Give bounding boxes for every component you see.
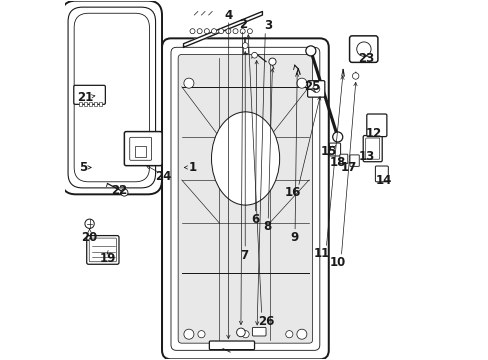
- Circle shape: [352, 73, 358, 79]
- FancyBboxPatch shape: [375, 166, 387, 182]
- FancyBboxPatch shape: [307, 81, 324, 97]
- Circle shape: [190, 29, 195, 34]
- FancyBboxPatch shape: [74, 85, 105, 104]
- Text: 15: 15: [320, 145, 336, 158]
- Text: 8: 8: [263, 220, 271, 233]
- Bar: [94, 102, 97, 107]
- Text: 12: 12: [365, 127, 381, 140]
- Circle shape: [236, 328, 244, 337]
- Text: 5: 5: [79, 161, 87, 174]
- Circle shape: [312, 85, 319, 93]
- Text: 24: 24: [155, 170, 172, 183]
- Circle shape: [242, 42, 247, 48]
- Ellipse shape: [211, 112, 279, 205]
- FancyBboxPatch shape: [178, 54, 312, 343]
- Text: 3: 3: [263, 19, 271, 32]
- Circle shape: [247, 29, 252, 34]
- Text: 19: 19: [100, 252, 116, 265]
- Text: 16: 16: [284, 186, 301, 199]
- Circle shape: [356, 42, 370, 56]
- Circle shape: [183, 78, 194, 88]
- FancyBboxPatch shape: [339, 154, 347, 163]
- FancyBboxPatch shape: [252, 327, 265, 336]
- Circle shape: [332, 132, 342, 142]
- Text: 1: 1: [188, 161, 196, 174]
- FancyBboxPatch shape: [209, 341, 254, 350]
- Circle shape: [198, 330, 204, 338]
- Circle shape: [240, 29, 244, 34]
- Text: 2: 2: [238, 18, 246, 31]
- Circle shape: [305, 46, 315, 56]
- Circle shape: [233, 29, 238, 34]
- Text: 10: 10: [329, 256, 345, 269]
- FancyBboxPatch shape: [89, 238, 116, 262]
- Circle shape: [285, 330, 292, 338]
- Text: 17: 17: [340, 161, 356, 174]
- Text: 18: 18: [329, 156, 345, 168]
- Text: 23: 23: [358, 51, 374, 64]
- Text: 11: 11: [313, 247, 329, 260]
- Text: 7: 7: [240, 249, 248, 262]
- Circle shape: [225, 29, 230, 34]
- Circle shape: [183, 329, 194, 339]
- Circle shape: [242, 330, 249, 338]
- Text: 14: 14: [375, 174, 392, 186]
- Text: 20: 20: [81, 231, 98, 244]
- Circle shape: [218, 29, 223, 34]
- Polygon shape: [183, 12, 262, 47]
- FancyBboxPatch shape: [129, 137, 151, 160]
- Circle shape: [85, 219, 94, 228]
- Text: 26: 26: [257, 315, 274, 328]
- FancyBboxPatch shape: [349, 36, 377, 62]
- Bar: [79, 102, 81, 107]
- Circle shape: [251, 52, 257, 58]
- FancyBboxPatch shape: [329, 143, 340, 156]
- Text: 4: 4: [224, 9, 232, 22]
- FancyBboxPatch shape: [349, 155, 359, 166]
- Text: 21: 21: [77, 91, 93, 104]
- Circle shape: [211, 29, 216, 34]
- Circle shape: [204, 29, 209, 34]
- Bar: [135, 146, 145, 157]
- Bar: [99, 102, 102, 107]
- Circle shape: [268, 58, 276, 65]
- Circle shape: [296, 329, 306, 339]
- Bar: [83, 102, 86, 107]
- Circle shape: [296, 78, 306, 88]
- Circle shape: [197, 29, 202, 34]
- Bar: [242, 47, 247, 53]
- Text: 22: 22: [111, 184, 127, 197]
- FancyBboxPatch shape: [124, 132, 162, 166]
- Text: 13: 13: [358, 150, 374, 163]
- FancyBboxPatch shape: [162, 39, 328, 359]
- FancyBboxPatch shape: [363, 135, 382, 162]
- Bar: [89, 102, 92, 107]
- Text: 9: 9: [290, 231, 298, 244]
- Circle shape: [121, 189, 128, 196]
- Text: 25: 25: [304, 80, 320, 93]
- FancyBboxPatch shape: [86, 235, 119, 264]
- FancyBboxPatch shape: [366, 114, 386, 136]
- FancyBboxPatch shape: [365, 138, 379, 159]
- Text: 6: 6: [251, 213, 259, 226]
